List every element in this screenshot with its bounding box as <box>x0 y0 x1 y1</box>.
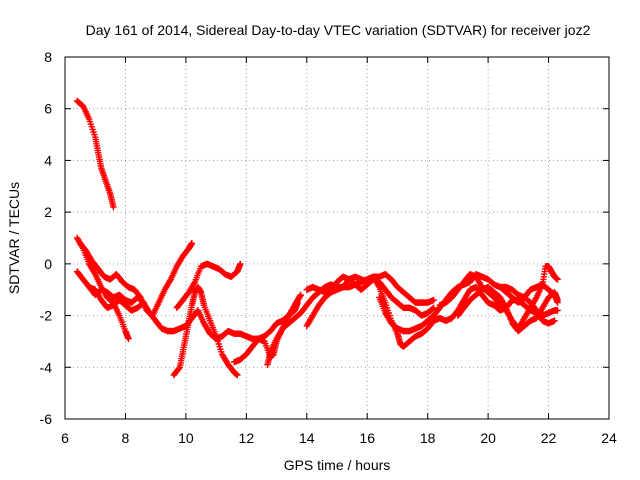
x-tick-label: 22 <box>541 430 557 446</box>
series-s7 <box>173 260 244 311</box>
data-point <box>429 305 436 312</box>
data-point <box>125 335 132 342</box>
series-s10 <box>303 273 437 319</box>
x-tick-label: 16 <box>359 430 375 446</box>
x-axis-label: GPS time / hours <box>284 457 391 473</box>
y-tick-label: 2 <box>44 204 52 220</box>
y-axis-label: SDTVAR / TECUs <box>6 182 22 294</box>
data-marks <box>73 97 561 379</box>
data-point <box>554 276 561 283</box>
chart-title: Day 161 of 2014, Sidereal Day-to-day VTE… <box>86 22 591 38</box>
x-tick-labels: 6 8 10 12 14 16 18 20 22 24 <box>61 430 617 446</box>
series-s8 <box>231 291 304 366</box>
data-point <box>188 240 196 247</box>
y-tick-label: -6 <box>40 411 53 427</box>
data-point <box>554 307 561 314</box>
data-point <box>554 299 561 306</box>
x-tick-label: 24 <box>601 430 617 446</box>
data-point <box>237 260 244 268</box>
plot-frame <box>64 56 610 420</box>
data-point <box>430 296 437 304</box>
x-tick-label: 14 <box>299 430 315 446</box>
series-s11 <box>303 273 377 330</box>
y-tick-label: -4 <box>40 359 53 375</box>
x-tick-label: 6 <box>61 430 69 446</box>
x-tick-label: 8 <box>122 430 130 446</box>
series-s1 <box>73 97 117 211</box>
y-tick-label: 6 <box>44 101 52 117</box>
y-tick-label: 4 <box>44 152 52 168</box>
data-point <box>234 371 241 379</box>
x-tick-label: 18 <box>420 430 436 446</box>
series-s16 <box>497 281 561 306</box>
data-point <box>532 295 539 303</box>
data-point <box>551 317 558 324</box>
data-point <box>190 280 198 287</box>
series-s15 <box>454 283 561 335</box>
data-point <box>175 365 183 372</box>
grid <box>65 57 609 419</box>
series-s6 <box>170 283 241 379</box>
data-point <box>110 203 117 211</box>
axis-ticks <box>64 56 610 420</box>
data-point <box>166 277 174 284</box>
series-s5 <box>86 283 147 306</box>
x-tick-label: 10 <box>178 430 194 446</box>
data-point <box>140 299 147 306</box>
x-tick-label: 20 <box>480 430 496 446</box>
data-point <box>430 304 437 311</box>
y-tick-label: 0 <box>44 256 52 272</box>
data-point <box>297 291 304 299</box>
y-tick-labels: -6 -4 -2 0 2 4 6 8 <box>40 49 53 427</box>
x-tick-label: 12 <box>239 430 255 446</box>
y-tick-label: 8 <box>44 49 52 65</box>
data-point <box>375 282 382 289</box>
series-s9 <box>264 271 437 368</box>
y-tick-label: -2 <box>40 308 53 324</box>
